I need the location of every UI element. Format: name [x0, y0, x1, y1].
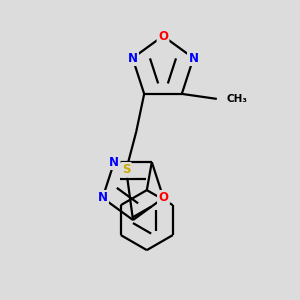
- Text: S: S: [122, 164, 130, 176]
- Text: N: N: [98, 191, 108, 204]
- Text: CH₃: CH₃: [227, 94, 248, 104]
- Text: O: O: [158, 191, 168, 204]
- Text: N: N: [109, 156, 119, 169]
- Text: O: O: [158, 29, 168, 43]
- Text: N: N: [188, 52, 198, 64]
- Text: N: N: [128, 52, 138, 64]
